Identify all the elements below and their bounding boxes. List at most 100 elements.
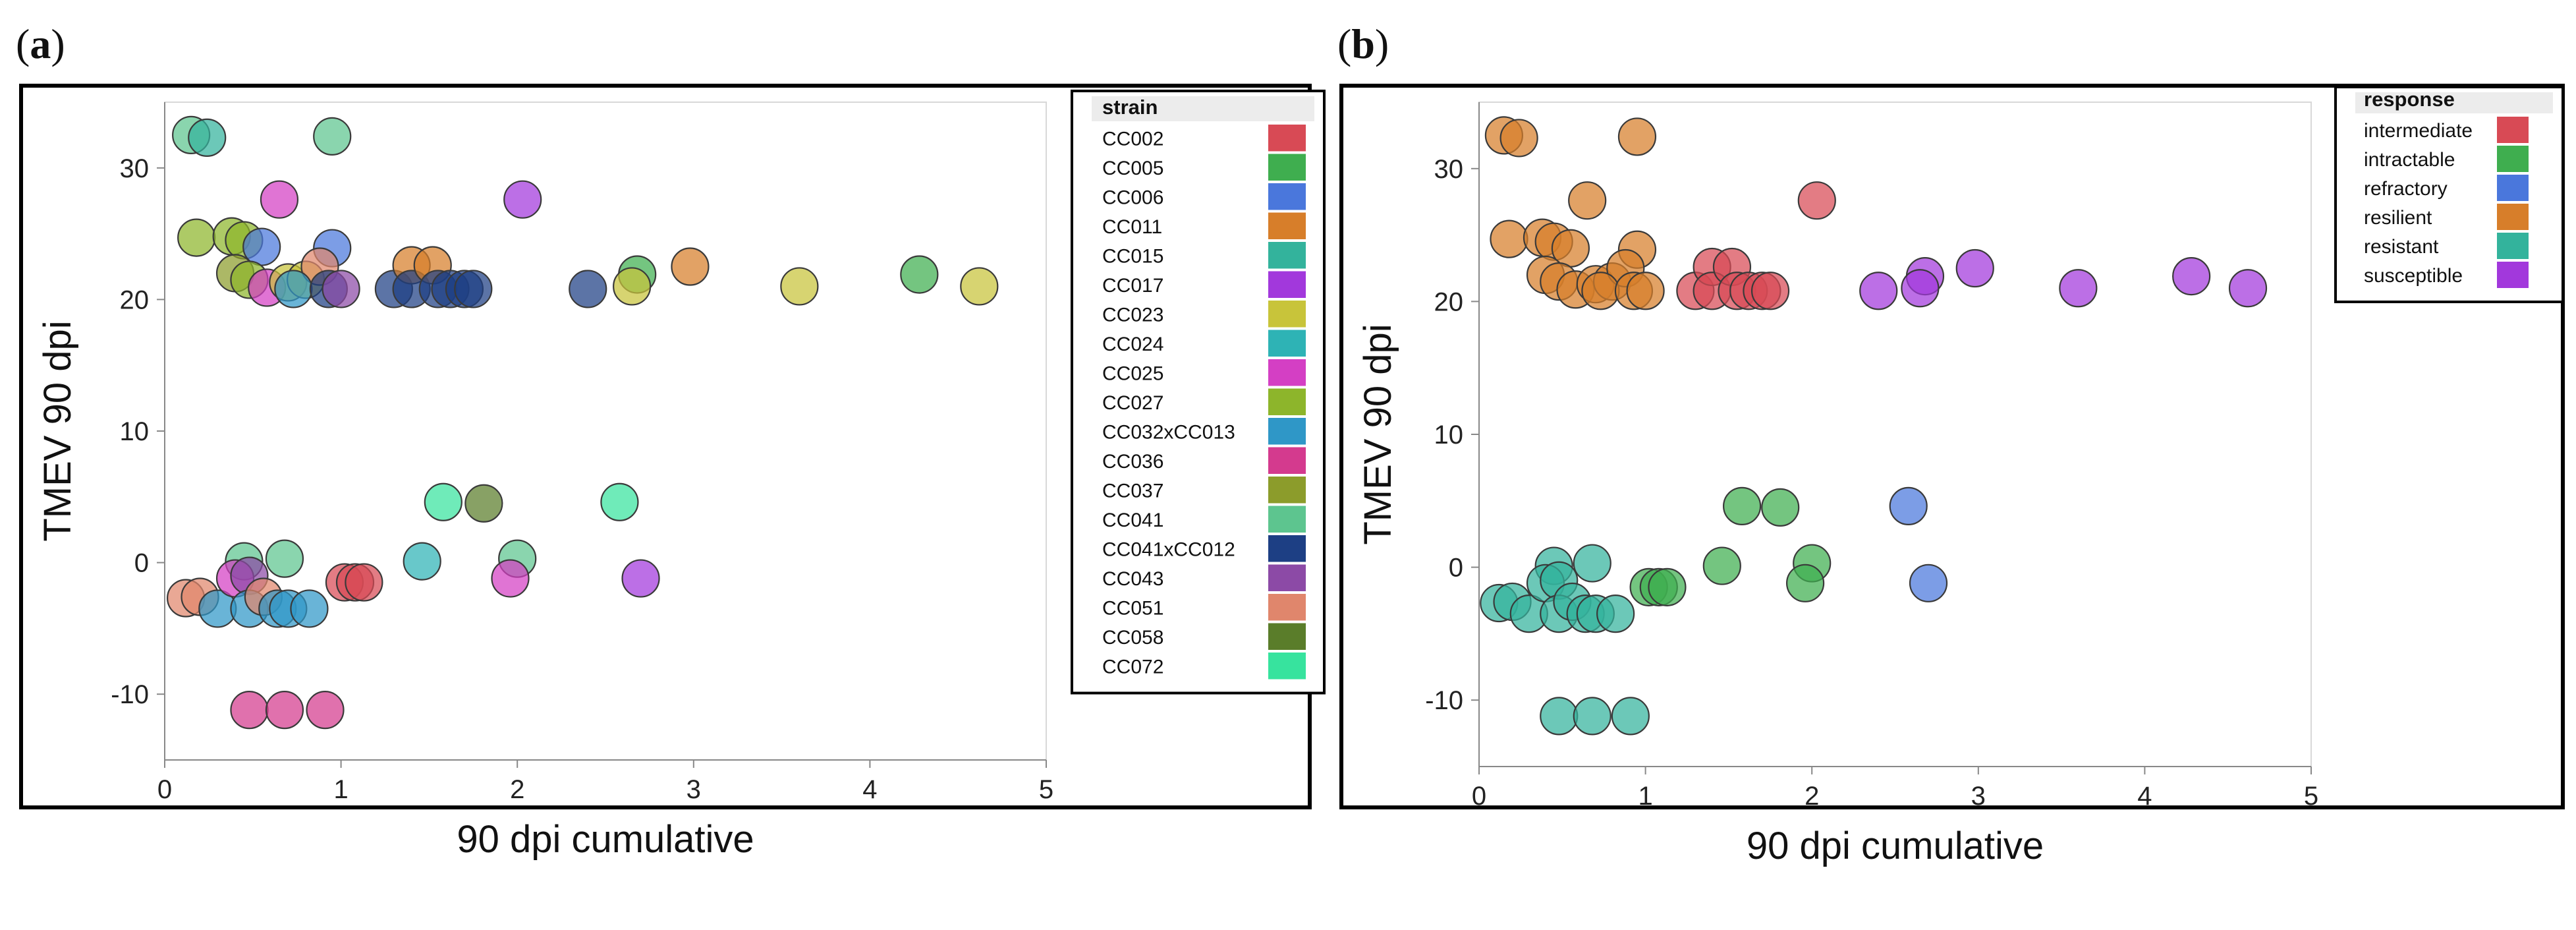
legend-label: CC036 [1102,451,1163,473]
panel-label-close: ) [1374,20,1389,67]
scatter-points [1480,116,2268,736]
y-tick-label: -10 [1425,686,1463,715]
scatter-point [260,180,299,219]
legend-label: resistant [2364,236,2439,258]
legend-label: resilient [2364,207,2432,229]
chart-panel-b: 0 1 2 3 4 5 -10 0 10 20 30 90 dpi cumulative TMEV 90… [1339,84,2565,867]
legend-swatch [1268,212,1306,239]
legend-swatch [1268,330,1306,357]
legend-header-bg [1092,96,1314,121]
scatter-point [1573,544,1611,583]
scatter-point [780,267,819,306]
legend-swatch [2497,262,2529,288]
legend: strain CC002 CC005 CC006 CC011 CC015 CC017 CC02… [1071,90,1326,695]
y-axis-title: TMEV 90 dpi [36,320,79,541]
legend-header-bg [2355,92,2553,113]
x-tick-label: 4 [2137,782,2152,811]
legend-label: refractory [2364,178,2448,200]
scatter-point [2228,269,2268,308]
legend-swatch [2497,204,2529,230]
panel-label-close: ) [51,20,65,67]
y-tick-label: 0 [1449,554,1463,583]
scatter-point [1573,697,1611,736]
scatter-point [503,180,542,219]
scatter-point [2172,256,2211,296]
y-tick-label: 30 [1434,155,1464,184]
legend-swatch [1268,418,1306,445]
scatter-point [188,118,227,157]
legend-swatch [2497,233,2529,259]
scatter-point [1785,564,1825,602]
scatter-point [306,691,345,730]
legend-label: CC027 [1102,392,1163,414]
x-axis-title: 90 dpi cumulative [457,818,754,861]
y-tick-label: 30 [120,154,150,183]
legend-label: intermediate [2364,120,2473,142]
scatter-point [621,559,660,598]
legend-label: CC072 [1102,656,1163,678]
legend-label: CC005 [1102,158,1163,179]
legend-label: intractable [2364,149,2455,171]
legend-swatch [1268,653,1306,680]
legend-swatch [1268,271,1306,298]
legend-label: CC051 [1102,598,1163,620]
scatter-point [1499,119,1538,158]
scatter-point [322,270,360,308]
x-tick-label: 1 [333,775,348,804]
scatter-point [290,589,329,628]
scatter-point [1540,697,1579,736]
legend-label: CC017 [1102,275,1163,297]
y-tick-label: 10 [120,417,150,446]
scatter-point [1611,697,1650,736]
scatter-points [167,115,999,730]
scatter-point [454,270,493,308]
scatter-point [1859,272,1898,310]
legend-label: CC025 [1102,363,1163,385]
legend-swatch [1268,623,1306,650]
legend-swatch [2497,117,2529,143]
y-tick-label: 20 [120,285,150,314]
y-tick-label: 10 [1434,421,1464,450]
panel-label-b: (b) [1337,20,1389,69]
panel-label-open: ( [1337,20,1352,67]
scatter-point [1648,567,1687,606]
legend: response intermediate intractable refractor… [2334,86,2564,303]
legend-label: CC043 [1102,568,1163,590]
legend-label: CC023 [1102,305,1163,326]
scatter-point [1761,488,1800,527]
panel-label-letter: a [30,20,51,67]
legend-label: CC041xCC012 [1102,539,1235,561]
legend-label: CC041 [1102,509,1163,531]
x-tick-label: 0 [157,775,172,804]
scatter-point [265,539,304,578]
scatter-point [613,267,652,306]
scatter-point [345,563,383,602]
legend-label: CC015 [1102,246,1163,268]
x-tick-label: 1 [1638,782,1652,811]
scatter-point [1702,546,1741,585]
legend-label: CC006 [1102,187,1163,209]
legend-label: CC002 [1102,129,1163,150]
x-tick-label: 5 [1039,775,1053,804]
legend-swatch [1268,301,1306,328]
legend-swatch [1268,388,1306,415]
scatter-point [1568,181,1607,220]
scatter-point [1626,272,1665,310]
scatter-point [265,691,304,730]
x-tick-label: 2 [1805,782,1819,811]
scatter-point [1581,272,1620,310]
plot-area [164,102,1047,761]
legend-label: susceptible [2364,265,2463,287]
legend-label: CC037 [1102,480,1163,502]
scatter-point [177,218,216,257]
scatter-point [600,482,639,521]
scatter-point [1490,219,1528,258]
x-tick-label: 3 [686,775,701,804]
plot-area [1478,102,2312,767]
legend-swatch [1268,477,1306,504]
scatter-point [1750,272,1790,310]
panel-label-letter: b [1351,20,1375,67]
legend-swatch [1268,535,1306,562]
scatter-point [1889,486,1928,525]
